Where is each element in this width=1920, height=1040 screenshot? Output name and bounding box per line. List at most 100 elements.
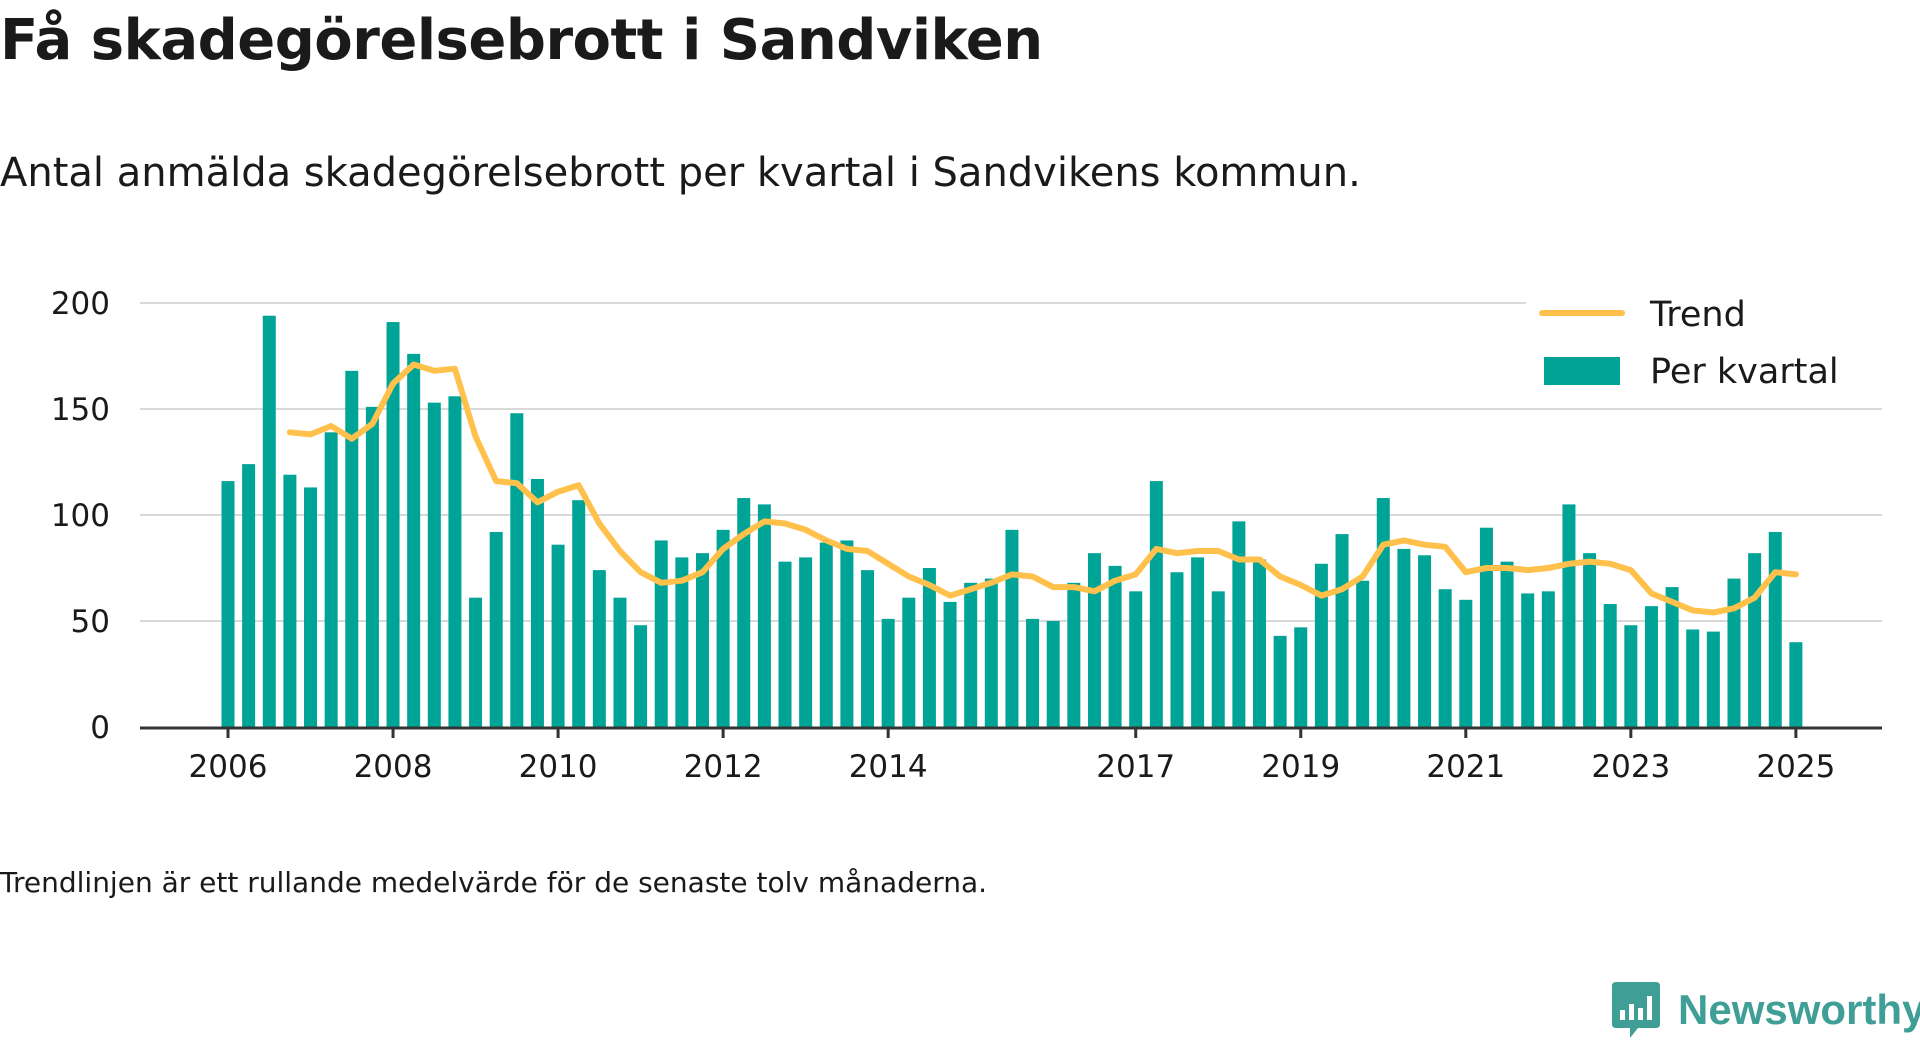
bar — [1624, 625, 1638, 727]
legend-background — [1526, 300, 1882, 404]
bar — [1541, 591, 1555, 727]
y-tick-label: 150 — [51, 392, 110, 428]
chart-legend: Trend Per kvartal — [1526, 295, 1882, 404]
x-tick-label: 2019 — [1261, 749, 1340, 785]
bar — [861, 570, 875, 727]
x-tick-label: 2010 — [519, 749, 598, 785]
bar — [469, 597, 483, 727]
bar — [1170, 572, 1184, 727]
y-tick-label: 50 — [71, 604, 110, 640]
legend-bar-swatch — [1544, 357, 1620, 385]
bar — [592, 570, 606, 727]
x-tick-label: 2012 — [684, 749, 763, 785]
x-tick-label: 2006 — [189, 749, 268, 785]
x-tick-label: 2021 — [1426, 749, 1505, 785]
bar — [572, 500, 586, 727]
bar — [716, 529, 730, 727]
bar — [1314, 563, 1328, 727]
bar — [1500, 561, 1514, 727]
x-tick-label: 2008 — [354, 749, 433, 785]
bar — [262, 315, 276, 727]
bar — [1108, 565, 1122, 727]
bar — [1211, 591, 1225, 727]
bars-per-kvartal — [221, 315, 1803, 727]
bar — [799, 557, 813, 727]
bar — [304, 487, 318, 727]
bar — [613, 597, 627, 727]
bar — [1768, 531, 1782, 727]
bar — [778, 561, 792, 727]
y-tick-label: 100 — [51, 498, 110, 534]
brand-name: Newsworthy — [1678, 986, 1920, 1033]
newsworthy-logo-icon — [1612, 982, 1660, 1038]
trend-line — [286, 361, 1799, 616]
bar — [489, 531, 503, 727]
bar — [1583, 553, 1597, 727]
y-axis-ticks: 0 50 100 150 200 — [51, 286, 110, 746]
bar — [902, 597, 916, 727]
legend-bar-label: Per kvartal — [1650, 352, 1839, 392]
bar — [1644, 606, 1658, 727]
bar — [365, 406, 379, 727]
bar — [386, 322, 400, 727]
bar — [1294, 627, 1308, 727]
bar — [1438, 589, 1452, 727]
bar — [634, 625, 648, 727]
bar — [1191, 557, 1205, 727]
bar — [1418, 555, 1432, 727]
bar — [1356, 580, 1370, 727]
legend-trend-label: Trend — [1649, 295, 1746, 335]
bar — [1067, 582, 1081, 727]
bar — [1706, 631, 1720, 727]
bar — [242, 464, 256, 727]
bar — [1026, 618, 1040, 727]
bar — [675, 557, 689, 727]
x-tick-label: 2017 — [1096, 749, 1175, 785]
bar — [1087, 553, 1101, 727]
brand-logo: Newsworthy — [1610, 980, 1920, 1040]
bar — [530, 478, 544, 727]
bar — [1686, 629, 1700, 727]
chart-title: Få skadegörelsebrott i Sandviken — [0, 8, 1043, 73]
bar — [1253, 559, 1266, 727]
bar — [695, 553, 709, 727]
trend-line-group — [286, 361, 1799, 616]
bar — [1521, 593, 1535, 727]
bar — [510, 413, 524, 727]
bar — [1479, 527, 1493, 727]
bar — [654, 540, 668, 727]
bar — [840, 540, 854, 727]
bar — [1232, 521, 1246, 727]
bar — [448, 396, 462, 727]
bar — [1335, 534, 1349, 727]
bar — [1129, 591, 1143, 727]
bar — [221, 481, 235, 727]
bar — [1376, 498, 1390, 727]
x-tick-label: 2023 — [1591, 749, 1670, 785]
bar — [283, 474, 297, 727]
bar — [324, 432, 338, 727]
bar — [737, 498, 751, 727]
bar — [407, 353, 421, 727]
bar — [943, 601, 957, 727]
bar — [819, 542, 833, 727]
bar — [551, 544, 565, 727]
bar — [345, 370, 359, 727]
y-tick-label: 200 — [51, 286, 110, 322]
bar — [1397, 548, 1411, 727]
bar — [1046, 621, 1060, 727]
bar — [922, 568, 936, 727]
bar — [964, 582, 978, 727]
x-tick-label: 2014 — [849, 749, 928, 785]
footnote: Trendlinjen är ett rullande medelvärde f… — [0, 866, 988, 899]
quarterly-bar-chart: 0 50 100 150 200 2006 2008 2010 2012 2014 2017 201… — [51, 286, 1882, 785]
bar — [1789, 642, 1803, 727]
bar — [1459, 599, 1473, 727]
bar — [881, 618, 895, 727]
bar — [1562, 504, 1576, 727]
bar — [1149, 481, 1163, 727]
bar — [984, 578, 998, 727]
chart-subtitle: Antal anmälda skadegörelsebrott per kvar… — [0, 150, 1361, 196]
bar — [427, 402, 441, 727]
bar — [1665, 587, 1679, 727]
